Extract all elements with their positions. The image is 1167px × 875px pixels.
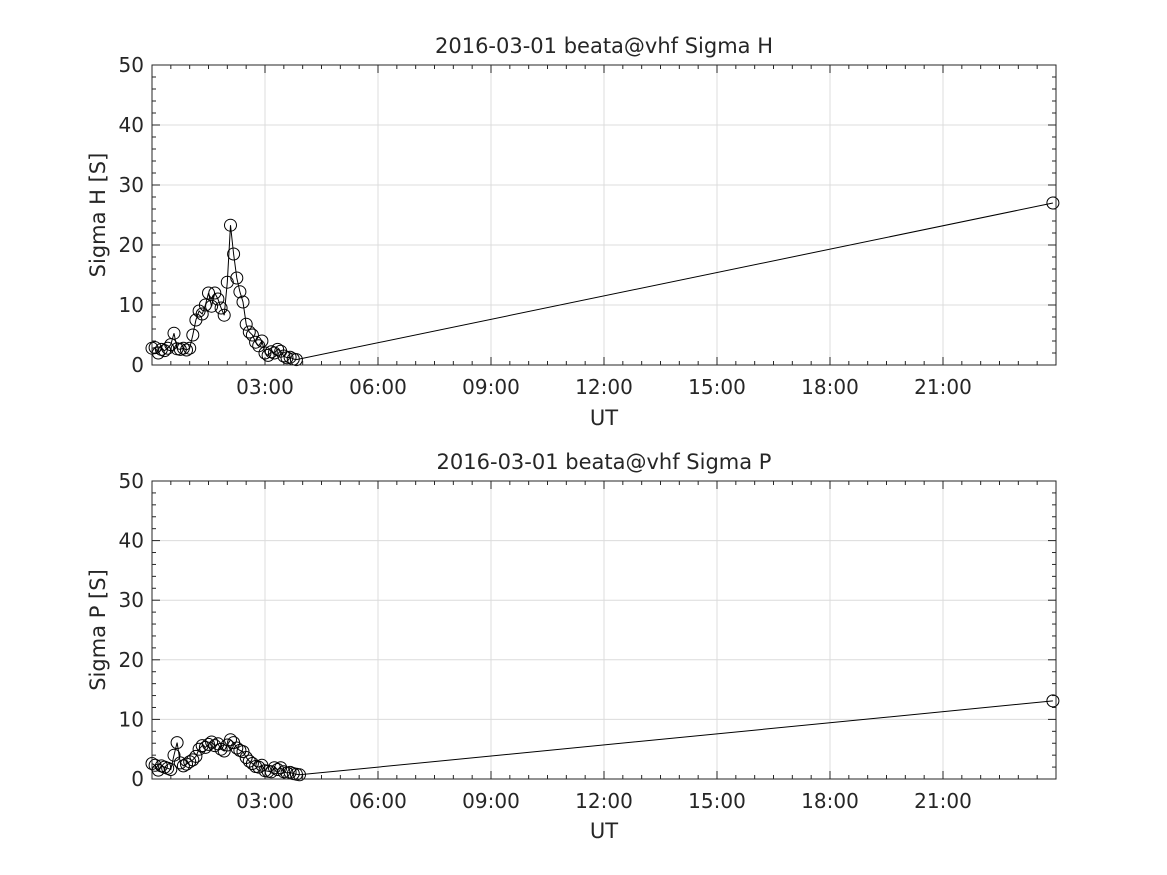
data-point [186, 753, 200, 767]
data-point [173, 756, 187, 770]
data-point [289, 353, 303, 367]
y-tick-label: 20 [119, 233, 144, 257]
x-tick-label: 15:00 [688, 375, 746, 399]
data-point [202, 737, 215, 751]
data-point [167, 326, 181, 340]
y-tick-label: 50 [119, 53, 144, 77]
x-tick-label: 09:00 [462, 789, 520, 813]
data-point [261, 348, 275, 362]
x-tick-labels: 03:00 06:00 09:00 12:00 15:00 18:00 21:00 [236, 375, 972, 399]
data-point [176, 759, 190, 773]
chart-panel-sigma-p: 2016-03-01 beata@vhf Sigma P 03:00 06:00 0… [86, 450, 1060, 843]
data-point [167, 748, 181, 762]
data-point [183, 341, 197, 355]
data-point [211, 292, 225, 306]
data-point [224, 733, 237, 747]
data-point [283, 350, 297, 364]
data-point [239, 317, 253, 331]
data-point [180, 757, 193, 771]
data-point [217, 744, 231, 758]
chart-title: 2016-03-01 beata@vhf Sigma P [437, 450, 772, 474]
data-point [245, 757, 259, 770]
x-tick-label: 18:00 [801, 375, 859, 399]
y-tick-label: 0 [131, 767, 144, 791]
tick-marks [152, 480, 1056, 780]
x-tick-label: 21:00 [914, 375, 972, 399]
chart-title: 2016-03-01 beata@vhf Sigma H [435, 34, 773, 58]
y-tick-label: 30 [119, 588, 144, 612]
data-point [233, 285, 247, 299]
data-point [293, 768, 306, 782]
data-point [208, 286, 222, 300]
x-tick-label: 03:00 [236, 789, 294, 813]
data-point [1046, 196, 1060, 210]
data-point [164, 763, 178, 776]
data-point [230, 271, 244, 285]
data-point [227, 247, 241, 261]
data-point [220, 275, 234, 289]
y-tick-label: 10 [119, 293, 144, 317]
axes-frame [151, 480, 1057, 780]
x-tick-label: 15:00 [688, 789, 746, 813]
x-tick-label: 12:00 [575, 789, 633, 813]
y-tick-labels: 0 10 20 30 40 50 [119, 469, 144, 791]
data-point [277, 349, 291, 363]
chart-panel-sigma-h: 2016-03-01 beata@vhf Sigma H 03:00 06:00 0… [86, 34, 1060, 430]
data-point [180, 343, 193, 357]
data-point [245, 328, 259, 342]
x-tick-label: 09:00 [462, 375, 520, 399]
data-point [252, 760, 266, 774]
data-point [214, 301, 228, 315]
x-axis-label: UT [590, 406, 618, 430]
data-point [242, 325, 256, 339]
data-point [195, 307, 209, 321]
series-sigma-h [145, 196, 1060, 367]
data-point [186, 328, 200, 342]
y-tick-label: 20 [119, 648, 144, 672]
data-point [161, 341, 175, 355]
data-point [224, 218, 237, 232]
data-point [236, 745, 250, 759]
data-point [1046, 694, 1060, 708]
data-point [271, 763, 285, 776]
x-tick-label: 21:00 [914, 789, 972, 813]
data-point [267, 761, 281, 775]
data-point [230, 741, 244, 755]
data-point [255, 334, 269, 348]
y-axis-label: Sigma H [S] [86, 153, 110, 278]
data-point [258, 346, 272, 360]
x-tick-label: 06:00 [349, 375, 407, 399]
x-tick-label: 18:00 [801, 789, 859, 813]
data-point [170, 736, 184, 750]
y-tick-label: 30 [119, 173, 144, 197]
data-point [205, 735, 219, 749]
axes-frame [151, 64, 1057, 366]
grid [152, 481, 1056, 779]
y-tick-label: 10 [119, 707, 144, 731]
series-sigma-p [145, 694, 1060, 782]
y-tick-label: 50 [119, 469, 144, 493]
data-point [267, 346, 281, 360]
x-tick-labels: 03:00 06:00 09:00 12:00 15:00 18:00 21:00 [236, 789, 972, 813]
y-tick-labels: 0 10 20 30 40 50 [119, 53, 144, 377]
data-point [189, 749, 203, 763]
y-tick-label: 40 [119, 113, 144, 137]
y-tick-label: 40 [119, 529, 144, 553]
x-axis-label: UT [590, 819, 618, 843]
x-tick-label: 12:00 [575, 375, 633, 399]
data-point [217, 308, 231, 322]
data-point [176, 341, 190, 355]
data-point [202, 286, 215, 300]
data-point [236, 295, 250, 309]
x-tick-label: 03:00 [236, 375, 294, 399]
data-point [249, 335, 263, 349]
y-tick-label: 0 [131, 353, 144, 377]
y-axis-label: Sigma P [S] [86, 569, 110, 691]
x-tick-label: 06:00 [349, 789, 407, 813]
grid [152, 65, 1056, 365]
data-point [198, 298, 212, 312]
data-point [195, 739, 209, 753]
